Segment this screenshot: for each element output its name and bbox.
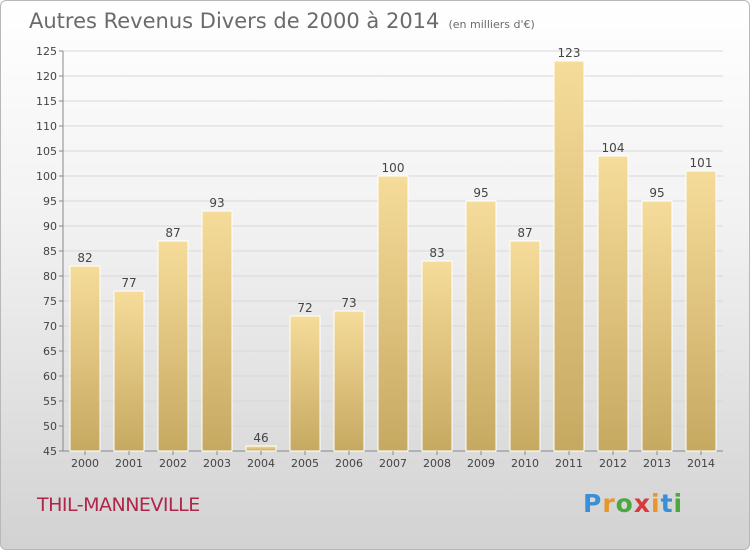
y-tick-label: 85: [43, 245, 57, 258]
x-tick-label-2007: 2007: [379, 457, 407, 470]
x-tick-label-2013: 2013: [643, 457, 671, 470]
chart-title-unit: (en milliers d'€): [448, 18, 535, 31]
bar-2011: [553, 60, 585, 452]
y-tick-label: 125: [36, 45, 57, 58]
chart-title: Autres Revenus Divers de 2000 à 2014 (en…: [29, 9, 535, 33]
data-label-2011: 123: [558, 46, 581, 60]
bar-2006: [333, 310, 365, 452]
y-tick-label: 70: [43, 320, 57, 333]
logo-letter: P: [583, 489, 603, 518]
data-label-2013: 95: [649, 186, 664, 200]
y-tick-label: 105: [36, 145, 57, 158]
y-tick-label: 115: [36, 95, 57, 108]
bar-2002: [157, 240, 189, 452]
x-tick-label-2001: 2001: [115, 457, 143, 470]
logo-letter: t: [660, 489, 674, 518]
data-label-2001: 77: [121, 276, 136, 290]
bar-2004: [245, 445, 277, 452]
y-tick-label: 65: [43, 345, 57, 358]
logo-letter: r: [602, 489, 616, 518]
x-tick-label-2008: 2008: [423, 457, 451, 470]
y-tick-label: 75: [43, 295, 57, 308]
data-label-2002: 87: [165, 226, 180, 240]
city-name: THIL-MANNEVILLE: [37, 494, 200, 516]
bar-2008: [421, 260, 453, 452]
y-tick-label: 90: [43, 220, 57, 233]
logo-letter: x: [633, 489, 651, 518]
bar-2005: [289, 315, 321, 452]
x-tick-label-2004: 2004: [247, 457, 275, 470]
data-label-2014: 101: [690, 156, 713, 170]
proxiti-logo: Proxiti: [583, 489, 683, 518]
bar-2007: [377, 175, 409, 452]
bar-2003: [201, 210, 233, 452]
y-tick-label: 45: [43, 445, 57, 458]
y-tick-label: 55: [43, 395, 57, 408]
data-label-2007: 100: [382, 161, 405, 175]
data-label-2010: 87: [517, 226, 532, 240]
y-tick-label: 50: [43, 420, 57, 433]
x-tick-label-2010: 2010: [511, 457, 539, 470]
bar-2009: [465, 200, 497, 452]
bar-2012: [597, 155, 629, 452]
bar-2000: [69, 265, 101, 452]
data-label-2004: 46: [253, 431, 268, 445]
y-tick-label: 60: [43, 370, 57, 383]
y-tick-label: 95: [43, 195, 57, 208]
bar-2013: [641, 200, 673, 452]
x-tick-label-2012: 2012: [599, 457, 627, 470]
data-label-2000: 82: [77, 251, 92, 265]
data-label-2006: 73: [341, 296, 356, 310]
data-label-2008: 83: [429, 246, 444, 260]
x-tick-label-2014: 2014: [687, 457, 715, 470]
x-tick-label-2005: 2005: [291, 457, 319, 470]
data-label-2009: 95: [473, 186, 488, 200]
x-tick-label-2000: 2000: [71, 457, 99, 470]
data-label-2003: 93: [209, 196, 224, 210]
x-tick-label-2002: 2002: [159, 457, 187, 470]
chart-title-main: Autres Revenus Divers de 2000 à 2014: [29, 9, 440, 33]
x-tick-label-2006: 2006: [335, 457, 363, 470]
x-tick-label-2011: 2011: [555, 457, 583, 470]
data-label-2005: 72: [297, 301, 312, 315]
y-tick-label: 80: [43, 270, 57, 283]
bar-2010: [509, 240, 541, 452]
bar-2014: [685, 170, 717, 452]
y-tick-label: 120: [36, 70, 57, 83]
logo-letter: o: [615, 489, 634, 518]
y-tick-label: 110: [36, 120, 57, 133]
data-label-2012: 104: [602, 141, 625, 155]
y-tick-label: 100: [36, 170, 57, 183]
logo-letter: i: [673, 489, 684, 518]
bar-2001: [113, 290, 145, 452]
logo-letter: i: [651, 489, 661, 518]
x-tick-label-2003: 2003: [203, 457, 231, 470]
x-tick-label-2009: 2009: [467, 457, 495, 470]
